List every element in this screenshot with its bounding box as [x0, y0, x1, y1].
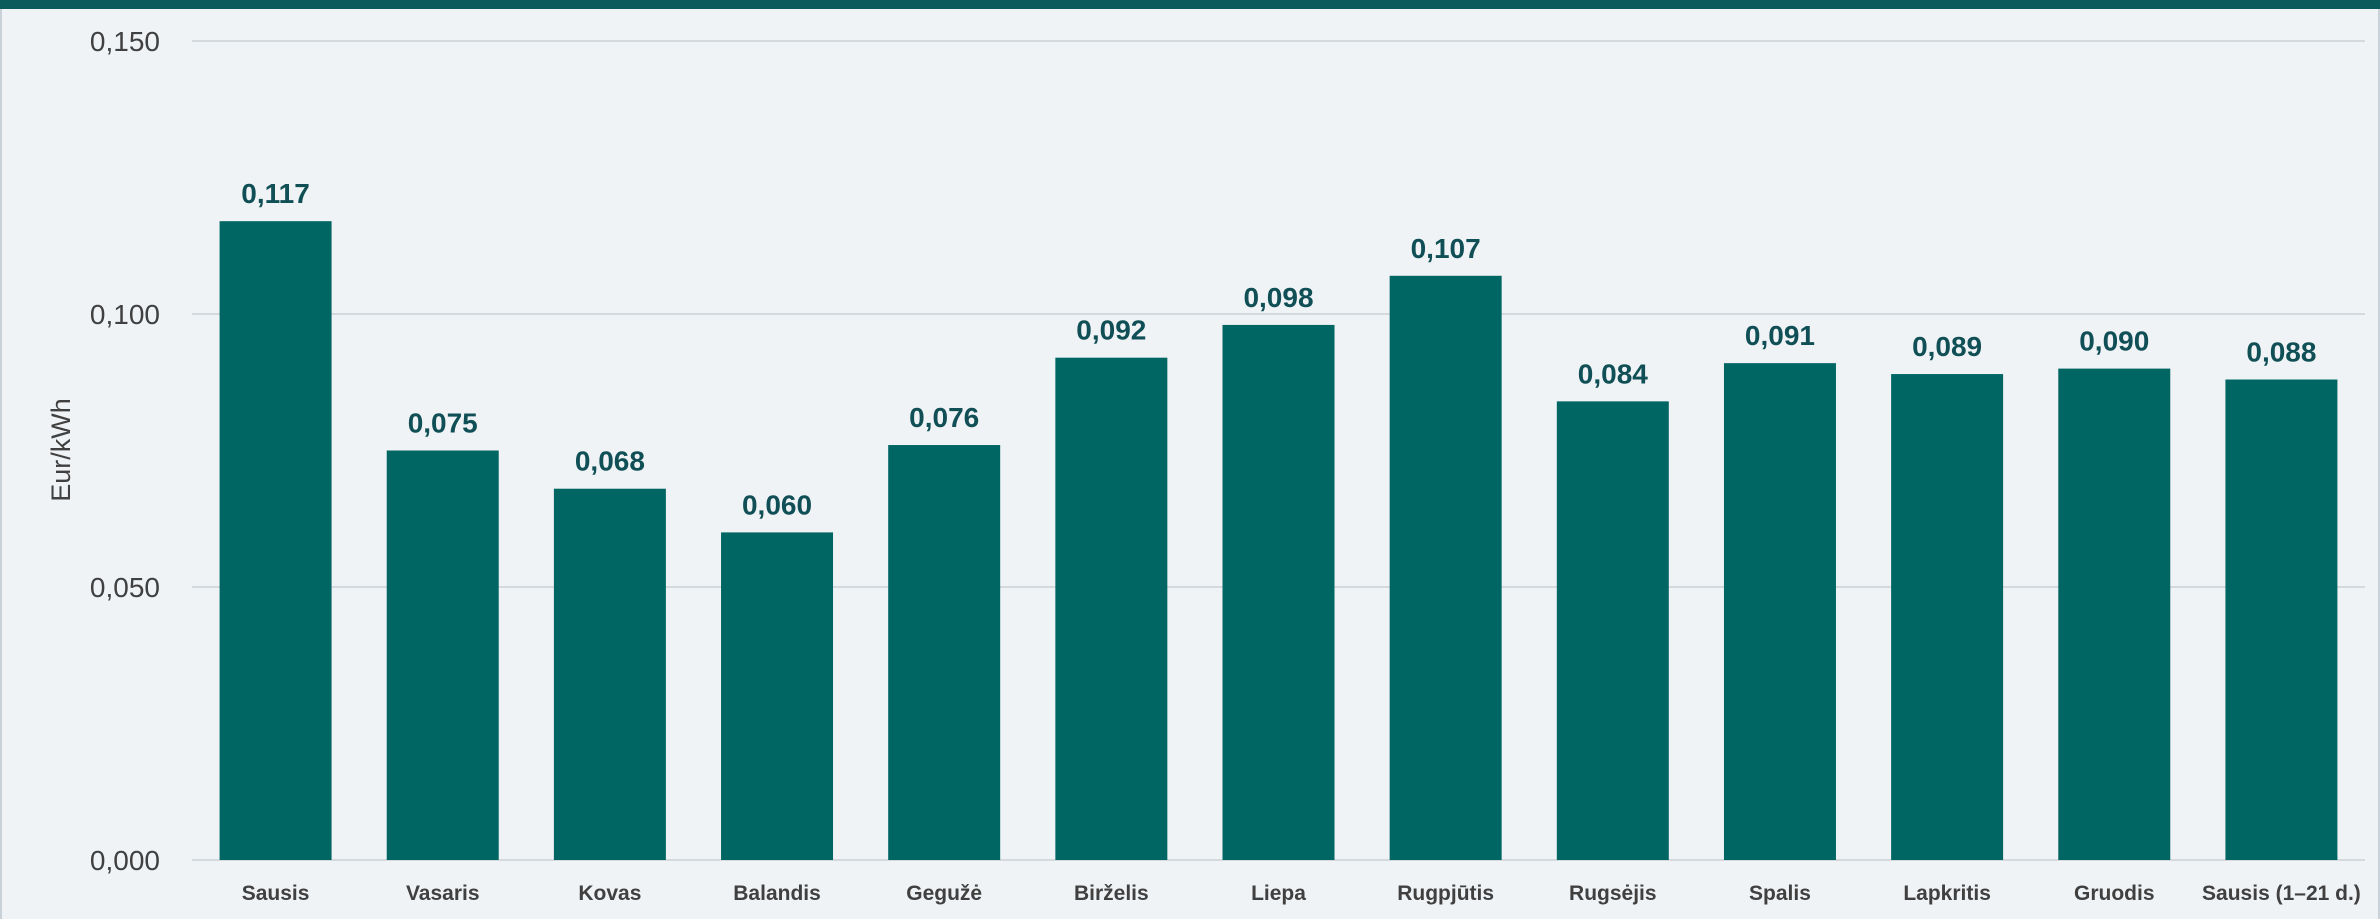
- bar: [1723, 363, 1836, 860]
- data-label: 0,092: [1076, 315, 1146, 346]
- data-label: 0,088: [2246, 337, 2316, 368]
- x-tick-label: Gruodis: [2074, 882, 2155, 905]
- y-axis-title: Eur/kWh: [46, 398, 76, 502]
- bar: [2225, 379, 2338, 860]
- data-label: 0,060: [742, 489, 812, 520]
- bar: [1556, 401, 1669, 860]
- bar: [1891, 374, 2004, 860]
- x-tick-label: Lapkritis: [1903, 882, 1991, 905]
- y-axis-ticks: 0,000 0,050 0,100 0,150: [90, 26, 160, 876]
- bar: [1055, 357, 1168, 860]
- x-tick-label: Balandis: [733, 882, 821, 905]
- y-tick-label: 0,150: [90, 26, 160, 57]
- top-accent-bar: [0, 0, 2380, 9]
- bar: [2058, 368, 2171, 860]
- y-tick-label: 0,050: [90, 572, 160, 603]
- bar: [1389, 275, 1502, 860]
- data-label: 0,091: [1745, 320, 1815, 351]
- y-tick-label: 0,000: [90, 845, 160, 876]
- bar: [386, 450, 499, 860]
- data-label: 0,098: [1243, 282, 1313, 313]
- x-tick-label: Liepa: [1251, 882, 1306, 905]
- data-labels: 0,117 0,075 0,068 0,060 0,076 0,092 0,098 0,107…: [241, 178, 2316, 520]
- x-tick-label: Gegužė: [906, 882, 982, 905]
- data-label: 0,076: [909, 402, 979, 433]
- x-tick-label: Rugpjūtis: [1397, 882, 1494, 905]
- data-label: 0,084: [1578, 358, 1648, 389]
- bar: [553, 488, 666, 860]
- x-tick-label: Sausis (1–21 d.): [2202, 882, 2361, 905]
- x-axis-labels: Sausis Vasaris Kovas Balandis Gegužė Birželis…: [242, 882, 2361, 905]
- bar: [219, 221, 332, 860]
- x-tick-label: Sausis: [242, 882, 310, 905]
- data-label: 0,075: [408, 408, 478, 439]
- bar: [888, 445, 1001, 860]
- x-tick-label: Spalis: [1749, 882, 1811, 905]
- x-tick-label: Vasaris: [406, 882, 480, 905]
- x-tick-label: Birželis: [1074, 882, 1149, 905]
- bar: [1222, 324, 1335, 860]
- bars: [219, 221, 2338, 860]
- bar: [721, 532, 834, 860]
- y-tick-label: 0,100: [90, 299, 160, 330]
- data-label: 0,089: [1912, 331, 1982, 362]
- data-label: 0,117: [241, 178, 310, 209]
- data-label: 0,090: [2079, 326, 2149, 357]
- data-label: 0,107: [1411, 233, 1481, 264]
- x-tick-label: Kovas: [578, 882, 641, 905]
- data-label: 0,068: [575, 446, 645, 477]
- x-tick-label: Rugsėjis: [1569, 882, 1657, 905]
